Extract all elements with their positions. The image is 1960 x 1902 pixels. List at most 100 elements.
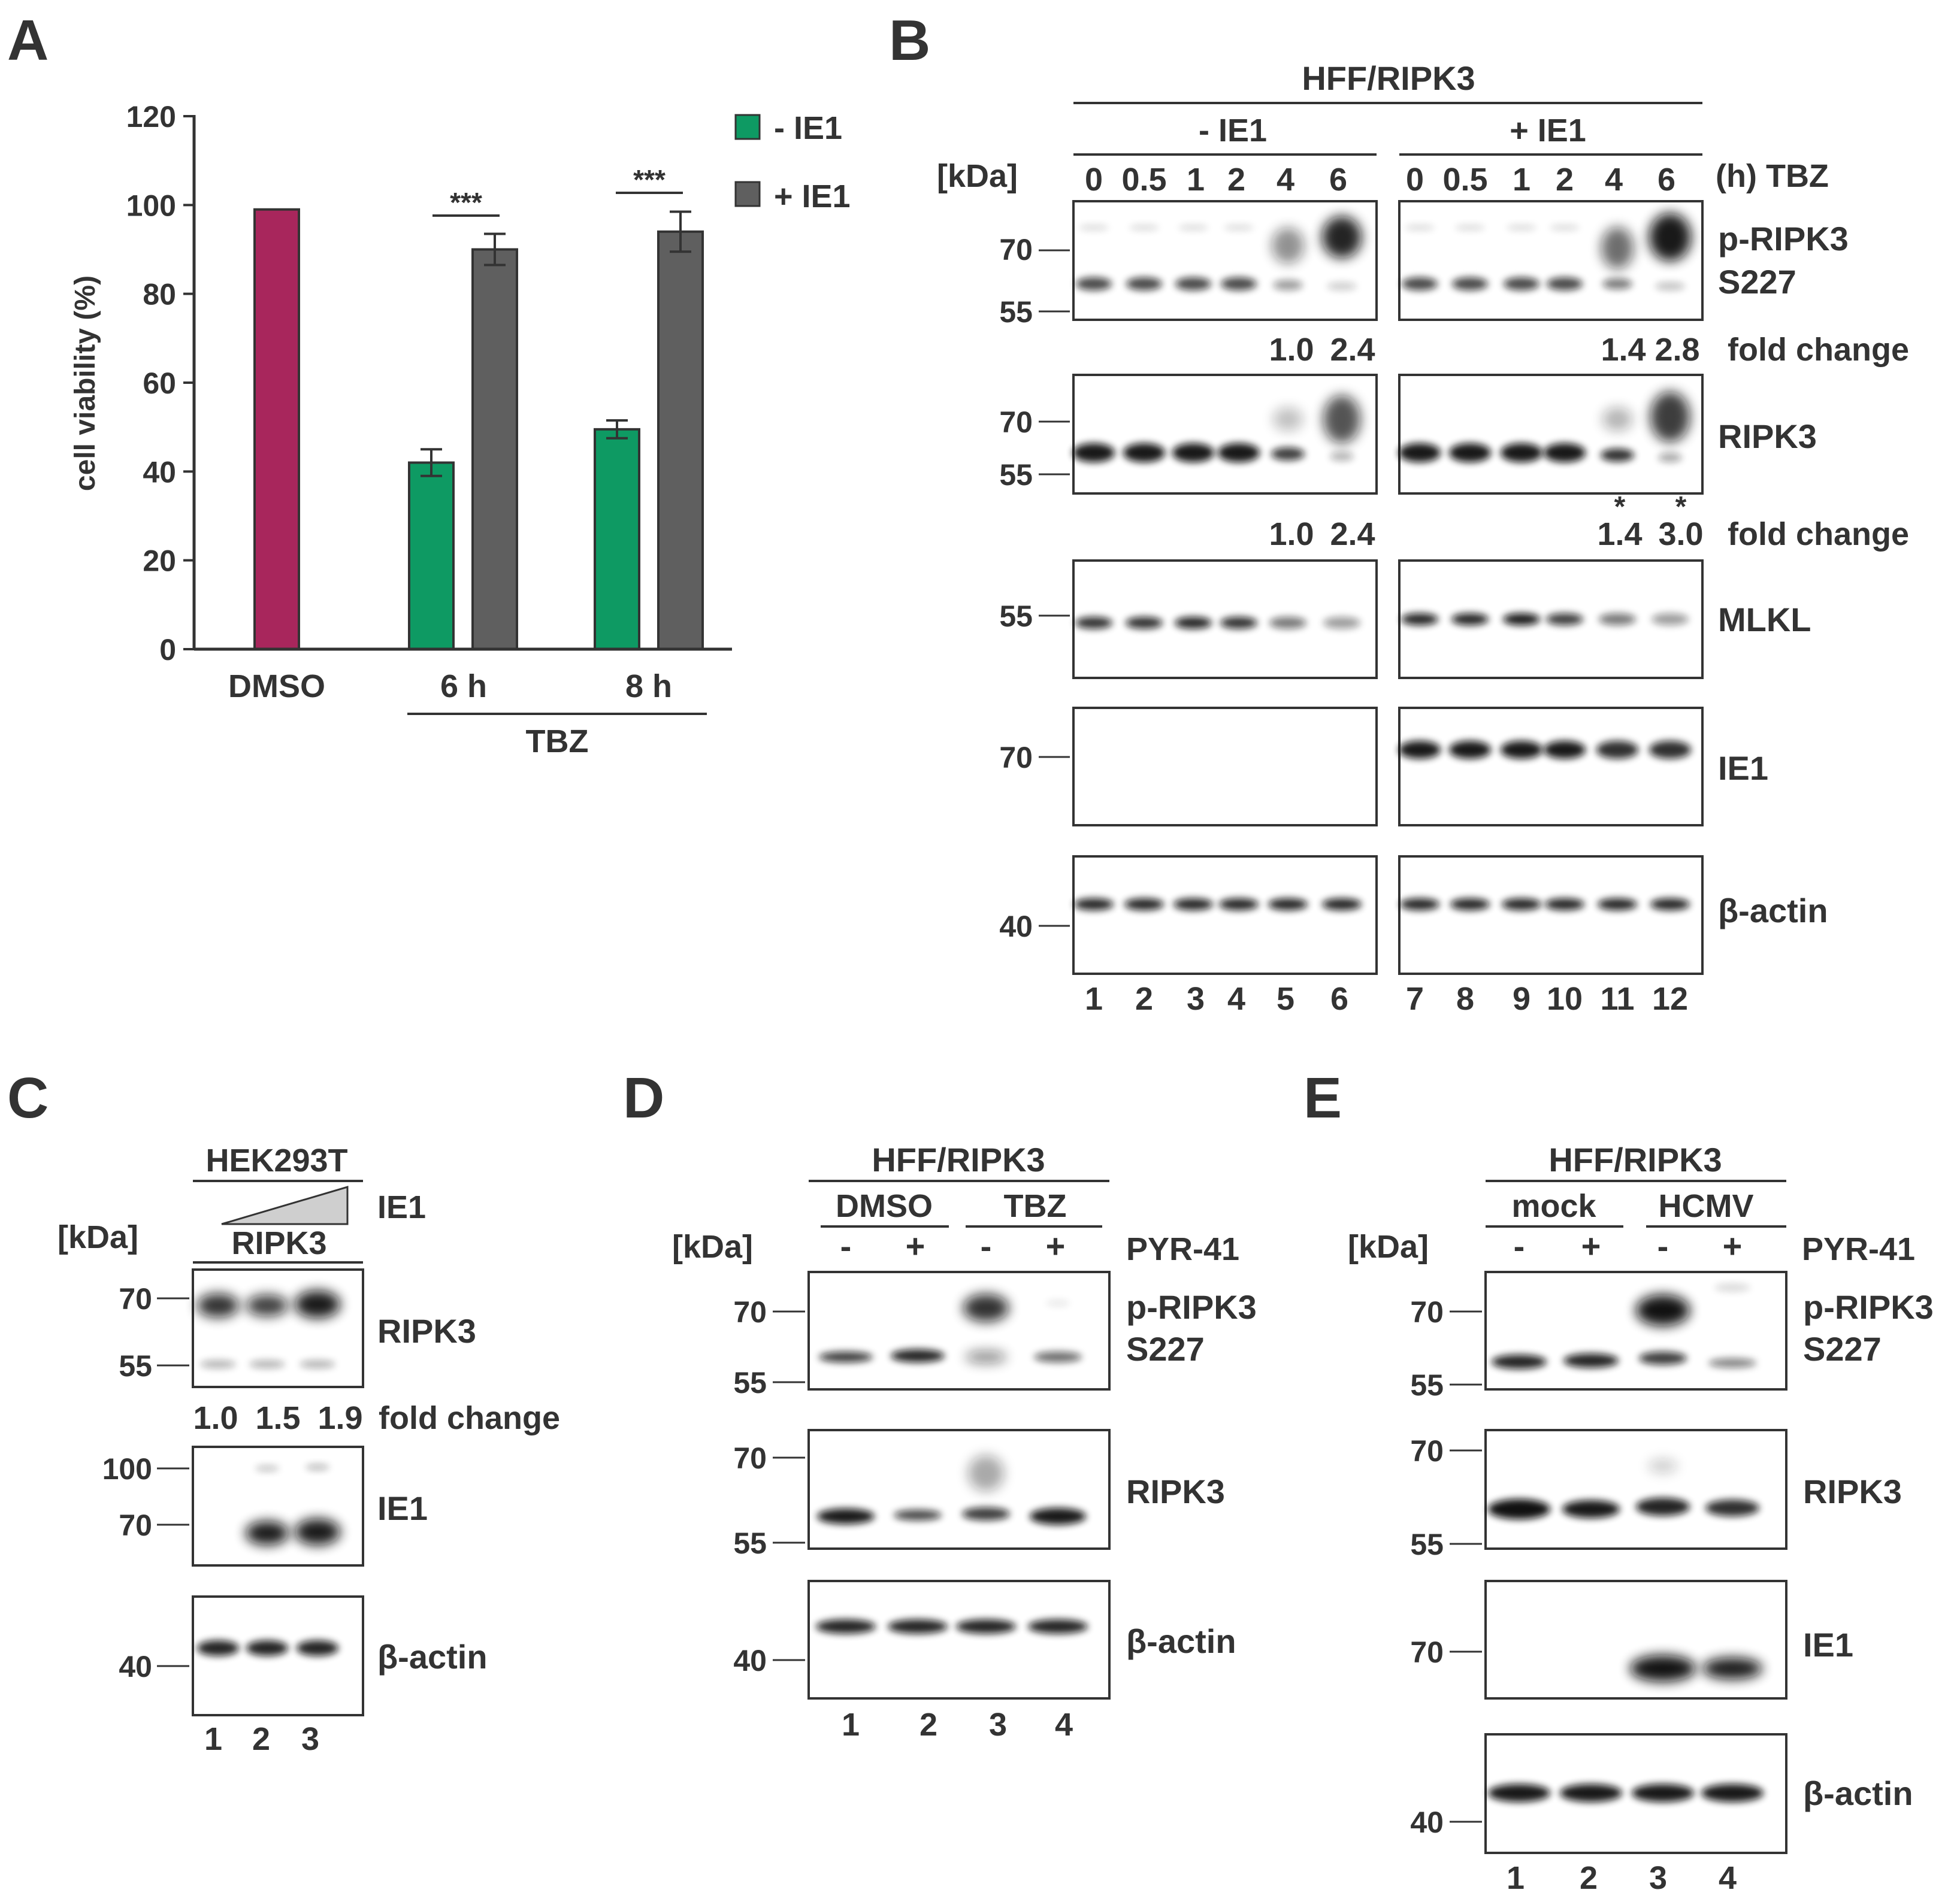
marker-d-ripk3-70: 70 xyxy=(733,1441,767,1475)
band xyxy=(1639,1352,1687,1365)
fold-value: 1.0 xyxy=(1269,516,1314,552)
band xyxy=(295,1519,340,1545)
lane-number: 1 xyxy=(1085,981,1103,1017)
marker-e-actin-40: 40 xyxy=(1410,1806,1444,1839)
fold-value: 1.9 xyxy=(317,1400,362,1436)
band xyxy=(1649,213,1691,261)
cell-line-label: HEK293T xyxy=(205,1143,347,1179)
marker-b-ripk3-55: 55 xyxy=(999,458,1033,492)
blot-bands xyxy=(197,1291,340,1656)
timepoint: 4 xyxy=(1277,162,1294,198)
band xyxy=(1701,1784,1764,1802)
marker-b-mlkl-55: 55 xyxy=(999,599,1033,633)
band xyxy=(1399,443,1441,462)
band xyxy=(1655,282,1685,290)
blot-b-actin-right xyxy=(1398,855,1704,975)
panel-letter-a: A xyxy=(7,8,49,72)
band xyxy=(1598,898,1637,910)
time-label: (h) TBZ xyxy=(1716,158,1829,194)
blot-label-ripk3: RIPK3 xyxy=(1126,1473,1225,1510)
marker-c-ie1-100: 100 xyxy=(102,1452,152,1486)
band xyxy=(1221,277,1257,290)
band xyxy=(816,1619,876,1634)
blot-label-ie1: IE1 xyxy=(1718,749,1768,787)
band xyxy=(1401,613,1438,625)
band xyxy=(1271,447,1305,461)
band xyxy=(1648,1459,1678,1473)
band xyxy=(1562,1500,1620,1518)
band xyxy=(1173,898,1213,910)
y-tick-label: 0 xyxy=(159,633,176,667)
timepoint: 0 xyxy=(1406,162,1424,198)
y-axis-label: cell viability (%) xyxy=(69,275,101,491)
timepoint: 0.5 xyxy=(1442,162,1487,198)
band xyxy=(891,1349,945,1362)
blot-label-ripk3: RIPK3 xyxy=(377,1312,476,1350)
fold-star: * xyxy=(1675,491,1687,523)
marker-b-pripk3-70: 70 xyxy=(999,233,1033,266)
blot-bands xyxy=(1073,213,1691,910)
lane-number: 4 xyxy=(1055,1707,1073,1743)
legend-swatch-minus-ie1 xyxy=(734,114,761,140)
timepoint: 2 xyxy=(1556,162,1574,198)
panel-letter-c: C xyxy=(7,1066,49,1130)
band xyxy=(968,1455,1004,1491)
kda-label: [kDa] xyxy=(58,1219,138,1255)
band xyxy=(1323,617,1360,629)
band xyxy=(1602,407,1632,431)
panel-letter-e: E xyxy=(1303,1066,1342,1130)
band xyxy=(1602,278,1632,289)
band xyxy=(1220,617,1257,629)
band xyxy=(1175,617,1212,629)
blot-b-ripk3-right xyxy=(1398,374,1704,495)
band xyxy=(1322,898,1362,910)
blot-label-ie1: IE1 xyxy=(1803,1626,1853,1664)
band xyxy=(1546,613,1583,625)
sign: + xyxy=(1046,1227,1066,1265)
band xyxy=(1323,395,1360,443)
band xyxy=(1129,225,1159,231)
band xyxy=(1330,452,1354,461)
y-ticks: 0 20 40 60 80 100 120 xyxy=(126,100,194,667)
band xyxy=(1449,741,1491,759)
blot-label-s227: S227 xyxy=(1803,1330,1882,1368)
band xyxy=(1224,225,1254,231)
blot-b-pripk3-left xyxy=(1072,200,1378,321)
sign: + xyxy=(1581,1227,1601,1265)
band xyxy=(1218,443,1260,462)
band xyxy=(246,1640,288,1656)
marker-e-ripk3-70: 70 xyxy=(1410,1434,1444,1468)
band xyxy=(1630,1655,1696,1682)
lane-number: 1 xyxy=(842,1707,860,1743)
marker-b-ie1-70: 70 xyxy=(999,741,1033,774)
band xyxy=(1658,453,1682,462)
band xyxy=(1028,1619,1088,1634)
blot-e-ie1 xyxy=(1484,1580,1787,1700)
blot-b-ripk3-left xyxy=(1072,374,1378,495)
band xyxy=(297,1640,338,1656)
lane-number: 1 xyxy=(1507,1860,1525,1896)
marker-d-actin-40: 40 xyxy=(733,1644,767,1677)
bar-dmso xyxy=(253,208,300,650)
timepoint: 4 xyxy=(1605,162,1623,198)
fold-value: 1.4 xyxy=(1601,332,1646,368)
band xyxy=(1178,225,1208,231)
fold-value: 2.8 xyxy=(1654,332,1699,368)
lane-number: 5 xyxy=(1277,981,1294,1017)
lane-number: 7 xyxy=(1406,981,1424,1017)
band xyxy=(1074,898,1114,910)
panel-a: A 0 20 40 60 80 100 120 cell viability (%) DMS… xyxy=(7,8,851,759)
band xyxy=(1544,443,1586,462)
band xyxy=(1450,898,1490,910)
band xyxy=(249,1360,285,1368)
fold-value: 1.4 xyxy=(1597,516,1642,552)
x-tick-dmso: DMSO xyxy=(228,668,325,704)
y-tick-label: 20 xyxy=(143,544,176,578)
band xyxy=(1492,1355,1547,1369)
band xyxy=(1075,617,1112,629)
ripk3-transfection-label: RIPK3 xyxy=(231,1225,326,1261)
band xyxy=(1560,1784,1622,1802)
marker-b-ripk3-70: 70 xyxy=(999,405,1033,439)
timepoint: 6 xyxy=(1657,162,1675,198)
